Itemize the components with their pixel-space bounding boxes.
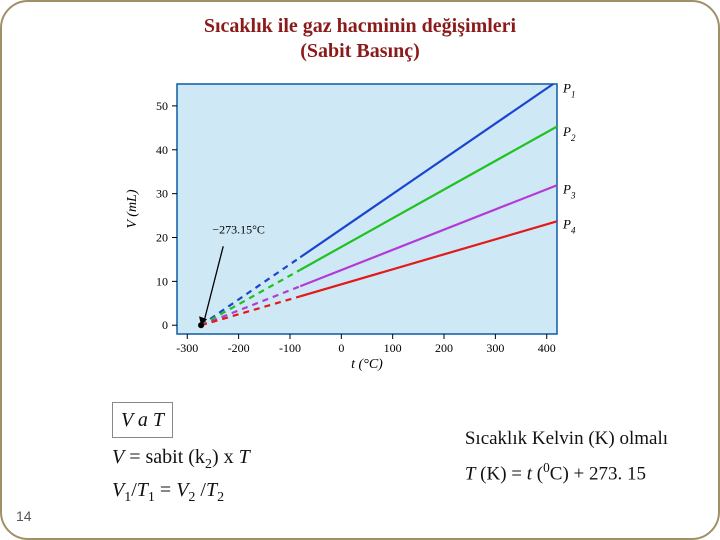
- eq3-s1b: 1: [148, 490, 155, 505]
- volume-temperature-chart: -300 -200 -100 0 100 200 300 400 0 10 20 30 40 50 t (°…: [122, 72, 602, 372]
- equation-boxed: V a T: [112, 402, 173, 438]
- kelvin-line-2: T (K) = t (0C) + 273. 15: [465, 456, 668, 492]
- svg-text:P2: P2: [562, 124, 576, 143]
- slide-frame: Sıcaklık ile gaz hacminin değişimleri (S…: [0, 0, 720, 540]
- equation-line-3: V1/T1 = V2 /T2: [112, 479, 224, 501]
- kelvin-line-1: Sıcaklık Kelvin (K) olmalı: [465, 422, 668, 456]
- kelvin-C: C) + 273. 15: [550, 464, 646, 485]
- svg-text:100: 100: [384, 341, 402, 355]
- svg-text:−273.15°C: −273.15°C: [212, 223, 265, 237]
- eq3-V1: V: [112, 479, 124, 501]
- equation-line-2: V = sabit (k2) x T: [112, 446, 250, 468]
- chart-svg: -300 -200 -100 0 100 200 300 400 0 10 20 30 40 50 t (°…: [122, 72, 602, 372]
- eq2-sub: 2: [205, 457, 212, 472]
- svg-text:0: 0: [162, 318, 168, 332]
- svg-text:10: 10: [156, 274, 168, 288]
- slide-title: Sıcaklık ile gaz hacminin değişimleri (S…: [2, 14, 718, 64]
- eq2-V: V: [112, 446, 124, 468]
- eq2-mid: = sabit (k: [124, 446, 205, 468]
- svg-text:40: 40: [156, 143, 168, 157]
- kelvin-note: Sıcaklık Kelvin (K) olmalı T (K) = t (0C…: [465, 422, 668, 492]
- svg-text:300: 300: [486, 341, 504, 355]
- svg-text:t (°C): t (°C): [351, 357, 383, 372]
- eq3-T1: T: [137, 479, 148, 501]
- kelvin-T: T: [465, 464, 476, 485]
- svg-text:-300: -300: [176, 341, 198, 355]
- svg-text:P3: P3: [562, 181, 576, 200]
- svg-text:P1: P1: [562, 80, 575, 99]
- svg-text:400: 400: [538, 341, 556, 355]
- eq3-s2b: 2: [217, 490, 224, 505]
- eq2-post: ) x: [212, 446, 239, 468]
- svg-text:-200: -200: [228, 341, 250, 355]
- svg-text:200: 200: [435, 341, 453, 355]
- equations-block: V a T V = sabit (k2) x T V1/T1 = V2 /T2: [112, 402, 250, 508]
- eq-boxed-text: V a T: [121, 409, 164, 431]
- eq3-eq: =: [155, 479, 176, 501]
- svg-text:50: 50: [156, 99, 168, 113]
- title-line-2: (Sabit Basınç): [300, 40, 419, 62]
- kelvin-paren: (: [532, 464, 543, 485]
- svg-text:V (mL): V (mL): [125, 189, 140, 228]
- svg-text:30: 30: [156, 187, 168, 201]
- eq3-T2: T: [206, 479, 217, 501]
- page-number: 14: [16, 508, 32, 524]
- svg-text:20: 20: [156, 231, 168, 245]
- eq2-T: T: [239, 446, 250, 468]
- eq3-V2: V: [176, 479, 188, 501]
- kelvin-k: (K) =: [475, 464, 526, 485]
- title-line-1: Sıcaklık ile gaz hacminin değişimleri: [204, 15, 516, 37]
- svg-text:-100: -100: [279, 341, 301, 355]
- svg-text:P4: P4: [562, 216, 576, 235]
- kelvin-sup: 0: [543, 460, 550, 475]
- svg-text:0: 0: [338, 341, 344, 355]
